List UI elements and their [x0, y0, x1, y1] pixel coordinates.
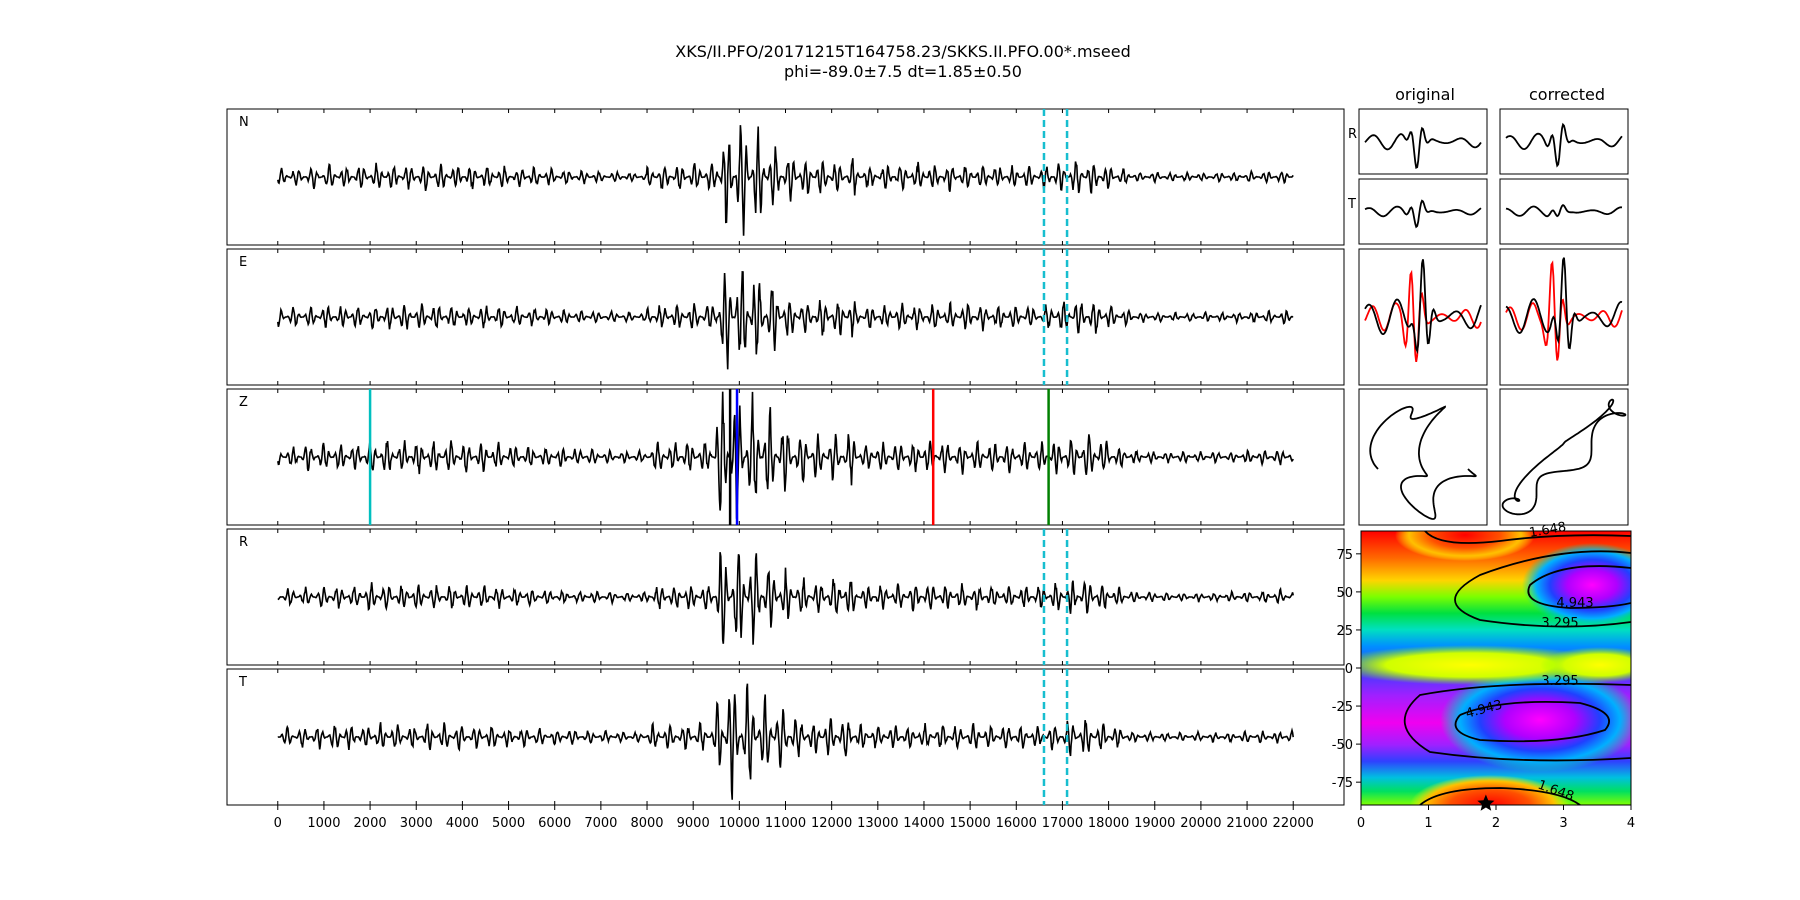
x-tick-label: 20000 [1180, 816, 1221, 831]
x-tick-label: 1 [1424, 816, 1432, 831]
y-tick-label: -50 [1332, 738, 1353, 753]
figure-subtitle: phi=-89.0±7.5 dt=1.85±0.50 [784, 62, 1022, 81]
original-panel-0: R [1348, 108, 1488, 175]
x-tick-label: 7000 [584, 816, 617, 831]
panel-frame [1499, 178, 1629, 245]
waveform-trace [277, 391, 1294, 519]
panel-frame [1358, 388, 1488, 526]
best-fit-star-marker [1477, 794, 1495, 811]
component-label: R [1348, 127, 1357, 142]
contour-label: 4.943 [1556, 596, 1593, 611]
channel-label: Z [239, 395, 248, 410]
x-tick-label: 19000 [1134, 816, 1175, 831]
x-tick-label: 11000 [765, 816, 806, 831]
waveform-r [1364, 126, 1482, 170]
error-surface-axes: 0 1 2 3 4 75 50 25 0 -25 -50 -75 [1332, 548, 1635, 831]
particle-motion [1501, 398, 1627, 516]
x-tick-label: 3 [1559, 816, 1567, 831]
x-tick-label: 8000 [630, 816, 663, 831]
x-tick-label: 16000 [996, 816, 1037, 831]
channel-label: R [239, 535, 248, 550]
seismogram-panel-z: Z [226, 388, 1345, 526]
waveform-trace [277, 270, 1294, 370]
waveform-t [1364, 199, 1482, 229]
x-tick-label: 2000 [354, 816, 387, 831]
seismogram-panel-r: R [226, 528, 1345, 666]
x-tick-label: 9000 [677, 816, 710, 831]
x-tick-label: 22000 [1273, 816, 1314, 831]
x-tick-label: 0 [1357, 816, 1365, 831]
contour-label: 3.295 [1541, 674, 1578, 689]
y-tick-label: -25 [1332, 700, 1353, 715]
waveform-trace [277, 683, 1294, 800]
channel-label: T [238, 675, 247, 690]
panel-frame [1499, 248, 1629, 386]
error-surface-colormap [1361, 531, 1631, 805]
seismogram-panel-n: N [226, 108, 1345, 246]
x-tick-label: 0 [274, 816, 282, 831]
x-tick-label: 1000 [307, 816, 340, 831]
seismogram-x-axis: 0 1000 2000 3000 4000 5000 6000 7000 8000 9000 100… [274, 805, 1314, 831]
panel-frame [1358, 178, 1488, 245]
x-tick-label: 5000 [492, 816, 525, 831]
channel-label: E [239, 255, 247, 270]
channel-label: N [239, 115, 249, 130]
waveform-r [1505, 122, 1623, 168]
side-panels: RT [1347, 108, 1629, 526]
figure-title: XKS/II.PFO/20171215T164758.23/SKKS.II.PF… [675, 42, 1130, 61]
x-tick-label: 17000 [1042, 816, 1083, 831]
seismogram-panels: N E Z R T [226, 108, 1345, 806]
x-tick-label: 2 [1492, 816, 1500, 831]
x-tick-label: 13000 [857, 816, 898, 831]
original-panel-2 [1358, 248, 1488, 386]
waveform-overlay-black [1364, 259, 1482, 355]
original-header: original [1395, 85, 1455, 104]
component-label: T [1347, 197, 1356, 212]
waveform-overlay-black [1505, 257, 1623, 350]
corrected-panel-1 [1499, 178, 1629, 245]
panel-frame [1499, 108, 1629, 175]
y-tick-label: 0 [1345, 662, 1353, 677]
y-tick-label: 50 [1336, 586, 1353, 601]
x-tick-label: 12000 [811, 816, 852, 831]
corrected-panel-2 [1499, 248, 1629, 386]
waveform-overlay-red [1364, 269, 1482, 363]
corrected-header: corrected [1529, 85, 1605, 104]
panel-frame [1499, 388, 1629, 526]
corrected-panel-3 [1499, 388, 1629, 526]
original-panel-3 [1358, 388, 1488, 526]
y-tick-label: 75 [1336, 548, 1353, 563]
x-tick-label: 4 [1627, 816, 1635, 831]
waveform-trace [277, 552, 1294, 645]
y-tick-label: 25 [1336, 624, 1353, 639]
waveform-t [1505, 204, 1623, 218]
seismogram-panel-e: E [226, 248, 1345, 386]
x-tick-label: 3000 [400, 816, 433, 831]
contour-label: 3.295 [1541, 616, 1578, 631]
original-panel-1: T [1347, 178, 1488, 245]
x-tick-label: 18000 [1088, 816, 1129, 831]
seismogram-panel-t: T [226, 668, 1345, 806]
x-tick-label: 10000 [719, 816, 760, 831]
x-tick-label: 6000 [538, 816, 571, 831]
x-tick-label: 4000 [446, 816, 479, 831]
x-tick-label: 21000 [1226, 816, 1267, 831]
x-tick-label: 15000 [949, 816, 990, 831]
y-tick-label: -75 [1332, 776, 1353, 791]
panel-frame [1358, 248, 1488, 386]
x-tick-label: 14000 [903, 816, 944, 831]
particle-motion [1369, 405, 1477, 520]
contour-label: 1.648 [1528, 520, 1567, 541]
waveform-trace [277, 125, 1294, 236]
corrected-panel-0 [1499, 108, 1629, 175]
best-fit-star [1477, 794, 1495, 811]
